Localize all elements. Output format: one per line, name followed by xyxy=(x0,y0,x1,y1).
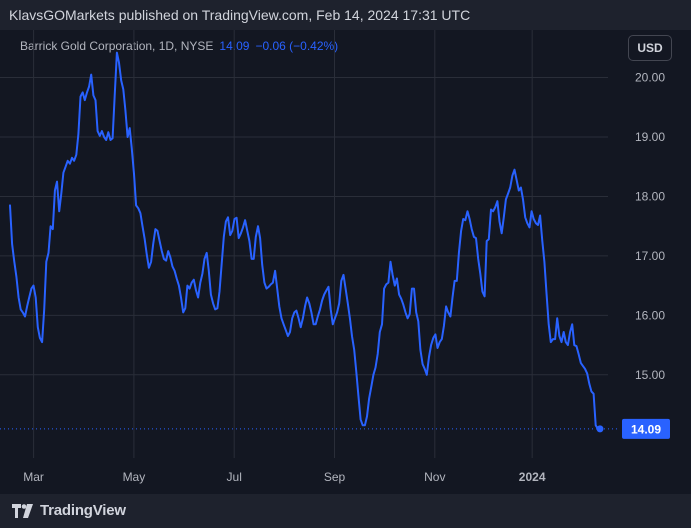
currency-button[interactable]: USD xyxy=(628,35,672,61)
publish-header: KlavsGOMarkets published on TradingView.… xyxy=(9,7,471,23)
x-tick-label: Sep xyxy=(324,470,346,484)
y-tick-label: 17.00 xyxy=(635,249,665,263)
last-price-tag: 14.09 xyxy=(622,418,670,439)
y-tick-label: 18.00 xyxy=(635,189,665,203)
last-price-tag-label: 14.09 xyxy=(631,422,661,436)
chart-panel: Barrick Gold Corporation, 1D, NYSE 14.09 −… xyxy=(0,30,691,494)
y-tick-label: 15.00 xyxy=(635,368,665,382)
footer: TradingView xyxy=(12,502,126,519)
y-tick-label: 16.00 xyxy=(635,308,665,322)
x-tick-label: Nov xyxy=(424,470,445,484)
x-tick-label: May xyxy=(123,470,146,484)
x-axis: Mar May Jul Sep Nov 2024 xyxy=(23,470,546,484)
y-axis: 20.00 19.00 18.00 17.00 16.00 15.00 xyxy=(635,71,665,382)
tradingview-logo-icon xyxy=(12,503,33,518)
legend-symbol: Barrick Gold Corporation, 1D, NYSE xyxy=(20,39,214,53)
price-line xyxy=(9,51,601,430)
y-tick-label: 19.00 xyxy=(635,130,665,144)
x-tick-label: Jul xyxy=(227,470,242,484)
x-tick-label: 2024 xyxy=(519,470,546,484)
footer-brand: TradingView xyxy=(40,502,126,519)
price-chart: 20.00 19.00 18.00 17.00 16.00 15.00 Mar May Jul… xyxy=(0,30,670,484)
y-tick-label: 20.00 xyxy=(635,71,665,85)
last-price-tag-bg xyxy=(622,418,670,439)
grid-layer xyxy=(0,30,608,458)
legend-change: −0.06 (−0.42%) xyxy=(255,39,339,53)
chart-legend: Barrick Gold Corporation, 1D, NYSE 14.09−… xyxy=(20,39,338,53)
x-tick-label: Mar xyxy=(23,470,44,484)
last-price-dot xyxy=(596,425,604,433)
